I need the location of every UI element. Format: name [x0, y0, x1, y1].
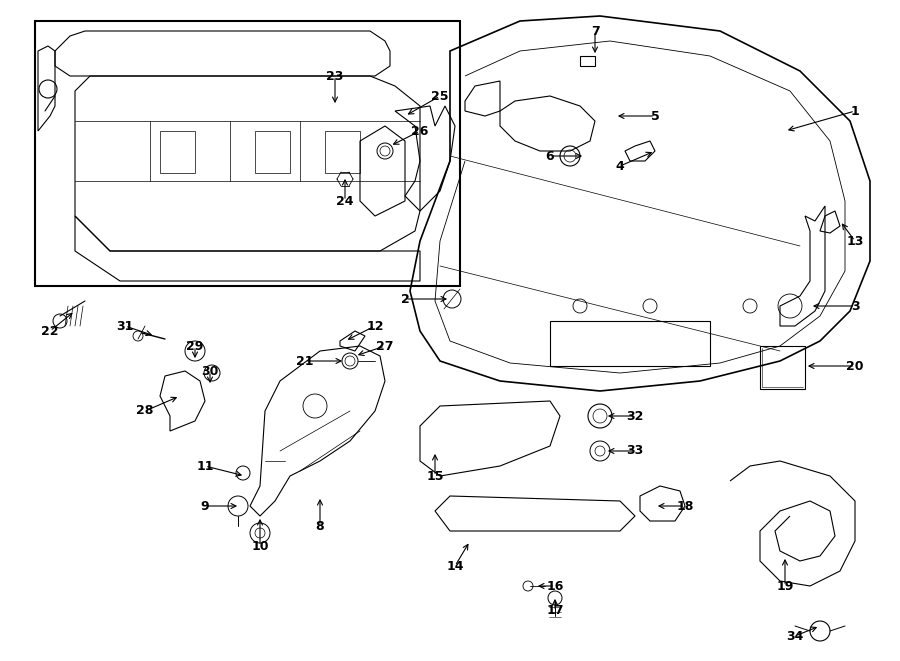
Text: 9: 9	[201, 500, 210, 512]
Text: 12: 12	[366, 319, 383, 332]
Text: 18: 18	[676, 500, 694, 512]
Text: 16: 16	[546, 580, 563, 592]
Text: 27: 27	[376, 340, 394, 352]
Text: 11: 11	[196, 459, 213, 473]
Text: 13: 13	[846, 235, 864, 247]
Text: 10: 10	[251, 539, 269, 553]
Text: 28: 28	[136, 405, 154, 418]
Text: 22: 22	[41, 325, 58, 338]
Text: 30: 30	[202, 364, 219, 377]
Text: 32: 32	[626, 410, 644, 422]
Text: 23: 23	[327, 69, 344, 83]
Text: 5: 5	[651, 110, 660, 122]
Bar	[325, 131, 360, 173]
Text: 7: 7	[590, 24, 599, 38]
Text: 21: 21	[296, 354, 314, 368]
Text: 25: 25	[431, 89, 449, 102]
Bar	[550, 321, 710, 366]
Text: 34: 34	[787, 629, 804, 642]
Text: 8: 8	[316, 520, 324, 533]
Text: 33: 33	[626, 444, 644, 457]
Bar	[160, 131, 195, 173]
Text: 14: 14	[446, 559, 464, 572]
Text: 4: 4	[616, 159, 625, 173]
Text: 26: 26	[411, 124, 428, 137]
Bar	[35, 21, 460, 286]
Text: 19: 19	[777, 580, 794, 592]
Bar	[255, 131, 290, 173]
Text: 20: 20	[846, 360, 864, 373]
Text: 24: 24	[337, 194, 354, 208]
Text: 31: 31	[116, 319, 134, 332]
Text: 1: 1	[850, 104, 860, 118]
Text: 29: 29	[186, 340, 203, 352]
Text: 17: 17	[546, 605, 563, 617]
Text: 6: 6	[545, 149, 554, 163]
Text: 2: 2	[400, 293, 410, 305]
Text: 3: 3	[850, 299, 860, 313]
Text: 15: 15	[427, 469, 444, 483]
